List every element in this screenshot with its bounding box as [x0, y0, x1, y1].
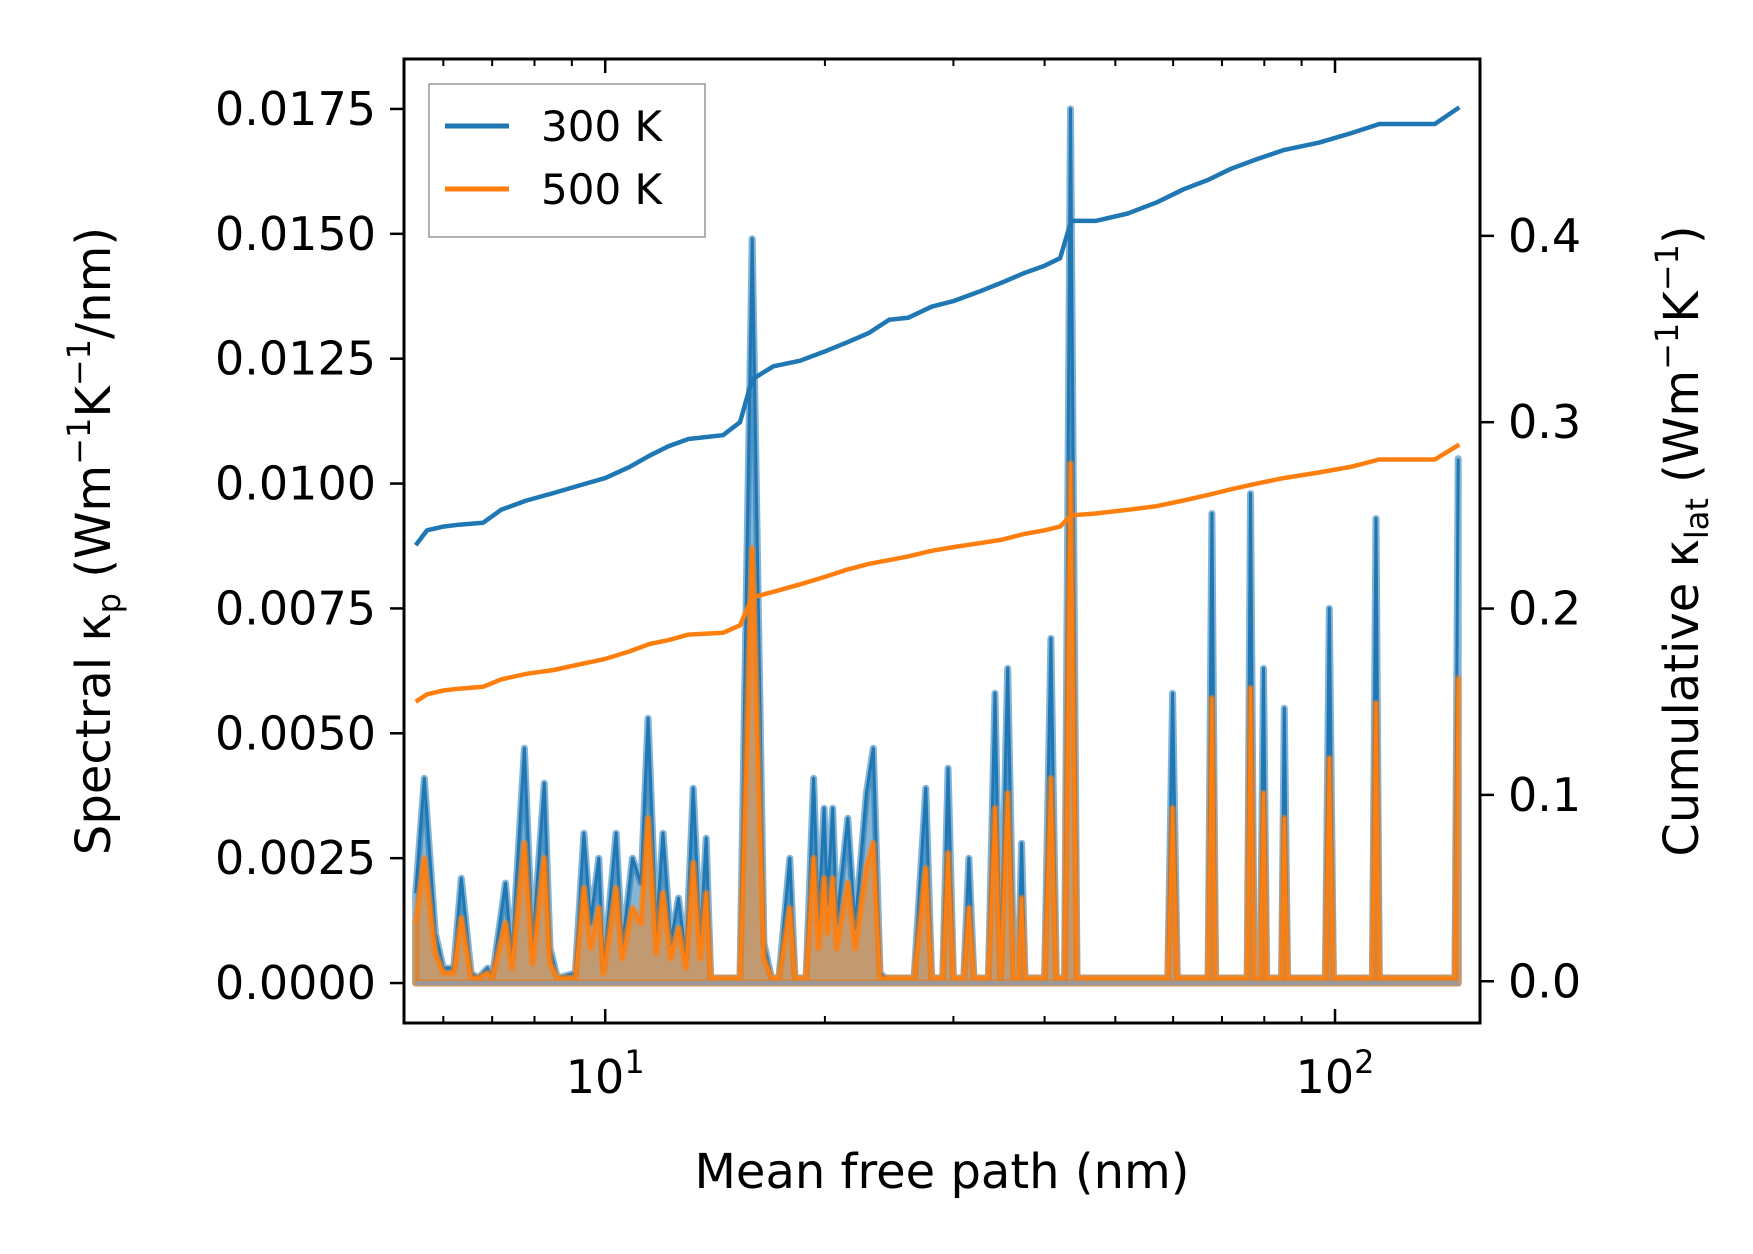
plot-frame	[402, 57, 1482, 1025]
y-tick-label-left: 0.0150	[215, 207, 376, 261]
legend-label-500k: 500 K	[541, 165, 664, 214]
cumulative-line-300k	[413, 105, 1461, 547]
y-tick-label-right: 0.4	[1508, 209, 1581, 263]
y-tick-label-left: 0.0025	[215, 831, 376, 885]
cumulative-line-500k	[414, 442, 1461, 704]
plot-area	[412, 105, 1462, 987]
y-axis-label-right: Cumulative κlat (Wm−1K−1)	[1648, 225, 1716, 856]
legend: 300 K 500 K	[428, 83, 706, 238]
y-tick-label-left: 0.0175	[215, 82, 376, 136]
y-tick-label-right: 0.2	[1508, 582, 1581, 636]
spectral-area-300k	[412, 105, 1462, 987]
spectral-line-500k	[414, 462, 1460, 980]
x-tick-label: 102	[1296, 1043, 1375, 1104]
y-tick-label-left: 0.0125	[215, 332, 376, 386]
y-tick-label-left: 0.0075	[215, 581, 376, 635]
y-tick-label-right: 0.0	[1508, 954, 1581, 1008]
y-tick-label-right: 0.1	[1508, 768, 1581, 822]
y-tick-label-right: 0.3	[1508, 395, 1581, 449]
spectral-area-500k	[412, 460, 1462, 987]
y-axis-label-left: Spectral κp (Wm−1K−1/nm)	[60, 227, 128, 855]
y-tick-label-left: 0.0100	[215, 457, 376, 511]
x-tick-label: 101	[566, 1043, 645, 1104]
y-tick-label-left: 0.0050	[215, 706, 376, 760]
x-axis-label: Mean free path (nm)	[695, 1144, 1190, 1200]
legend-label-300k: 300 K	[541, 102, 664, 151]
spectral-line-300k	[414, 107, 1460, 980]
ticks: 101 102 0.0000 0.0025 0.0050 0.0075 0.0100 0.01…	[215, 59, 1581, 1104]
legend-box	[428, 83, 706, 238]
y-tick-label-left: 0.0000	[215, 956, 376, 1010]
